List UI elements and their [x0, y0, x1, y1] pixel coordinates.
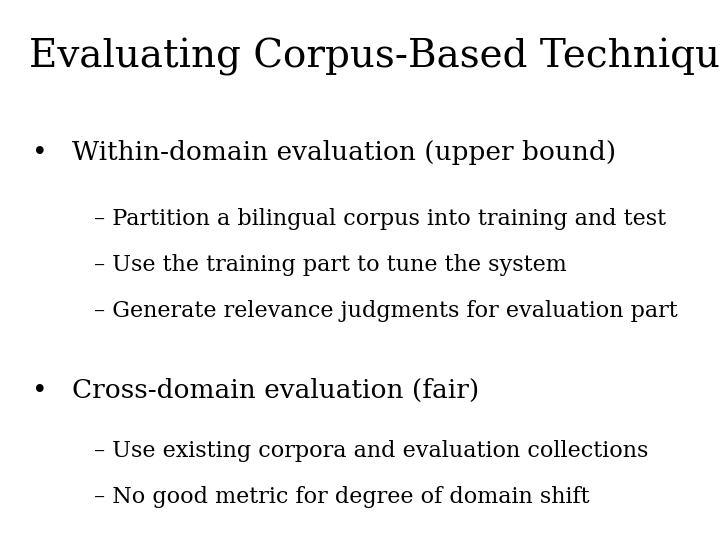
Text: Within-domain evaluation (upper bound): Within-domain evaluation (upper bound) — [72, 140, 616, 165]
Text: •: • — [32, 378, 48, 403]
Text: Evaluating Corpus-Based Techniques: Evaluating Corpus-Based Techniques — [29, 38, 720, 76]
Text: – No good metric for degree of domain shift: – No good metric for degree of domain sh… — [94, 486, 589, 508]
Text: •: • — [32, 140, 48, 165]
Text: Cross-domain evaluation (fair): Cross-domain evaluation (fair) — [72, 378, 480, 403]
Text: – Use the training part to tune the system: – Use the training part to tune the syst… — [94, 254, 567, 276]
Text: – Generate relevance judgments for evaluation part: – Generate relevance judgments for evalu… — [94, 300, 678, 322]
Text: – Partition a bilingual corpus into training and test: – Partition a bilingual corpus into trai… — [94, 208, 666, 230]
Text: – Use existing corpora and evaluation collections: – Use existing corpora and evaluation co… — [94, 440, 648, 462]
